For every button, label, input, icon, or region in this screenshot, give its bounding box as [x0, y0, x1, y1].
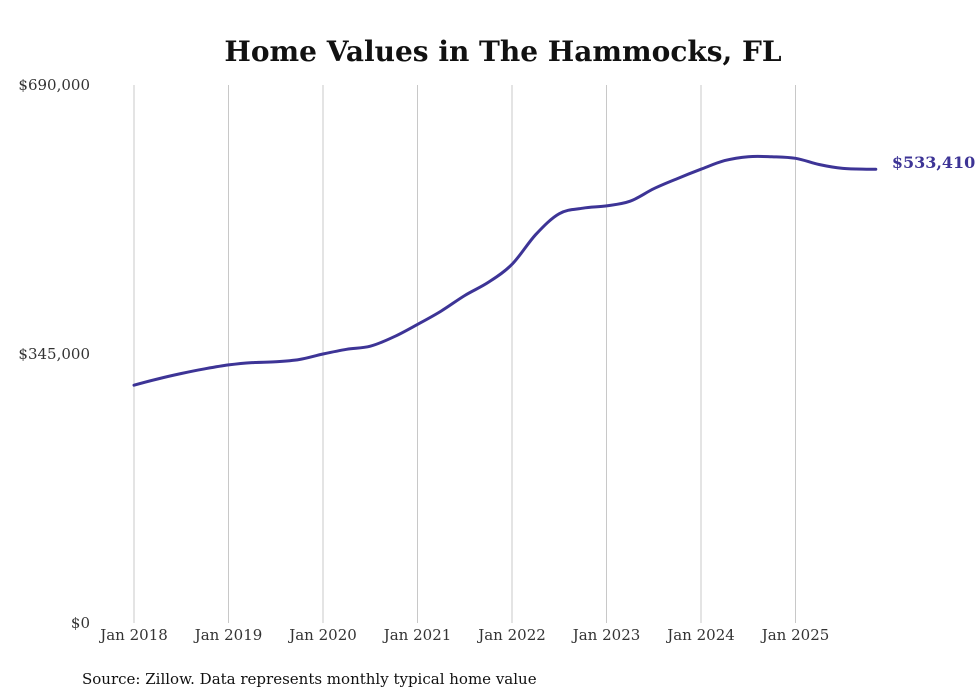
x-tick-label: Jan 2019 — [193, 626, 263, 644]
x-tick-label: Jan 2018 — [98, 626, 168, 644]
x-tick-label: Jan 2022 — [476, 626, 546, 644]
home-value-line — [132, 154, 878, 387]
x-tick-label: Jan 2025 — [760, 626, 830, 644]
gridlines — [133, 85, 796, 623]
y-axis-ticks: $0 $345,000 $690,000 — [18, 76, 90, 632]
x-tick-label: Jan 2023 — [571, 626, 641, 644]
x-axis-ticks: Jan 2018 Jan 2019 Jan 2020 Jan 2021 Jan 2022… — [98, 626, 829, 644]
end-value-label: $533,410 — [892, 153, 976, 172]
x-tick-label: Jan 2021 — [382, 626, 452, 644]
y-tick-label: $345,000 — [18, 345, 90, 363]
x-tick-label: Jan 2024 — [665, 626, 735, 644]
source-note: Source: Zillow. Data represents monthly … — [82, 670, 537, 688]
y-tick-label: $690,000 — [18, 76, 90, 94]
x-tick-label: Jan 2020 — [287, 626, 357, 644]
y-tick-label: $0 — [71, 614, 90, 632]
chart-title: Home Values in The Hammocks, FL — [224, 35, 782, 68]
